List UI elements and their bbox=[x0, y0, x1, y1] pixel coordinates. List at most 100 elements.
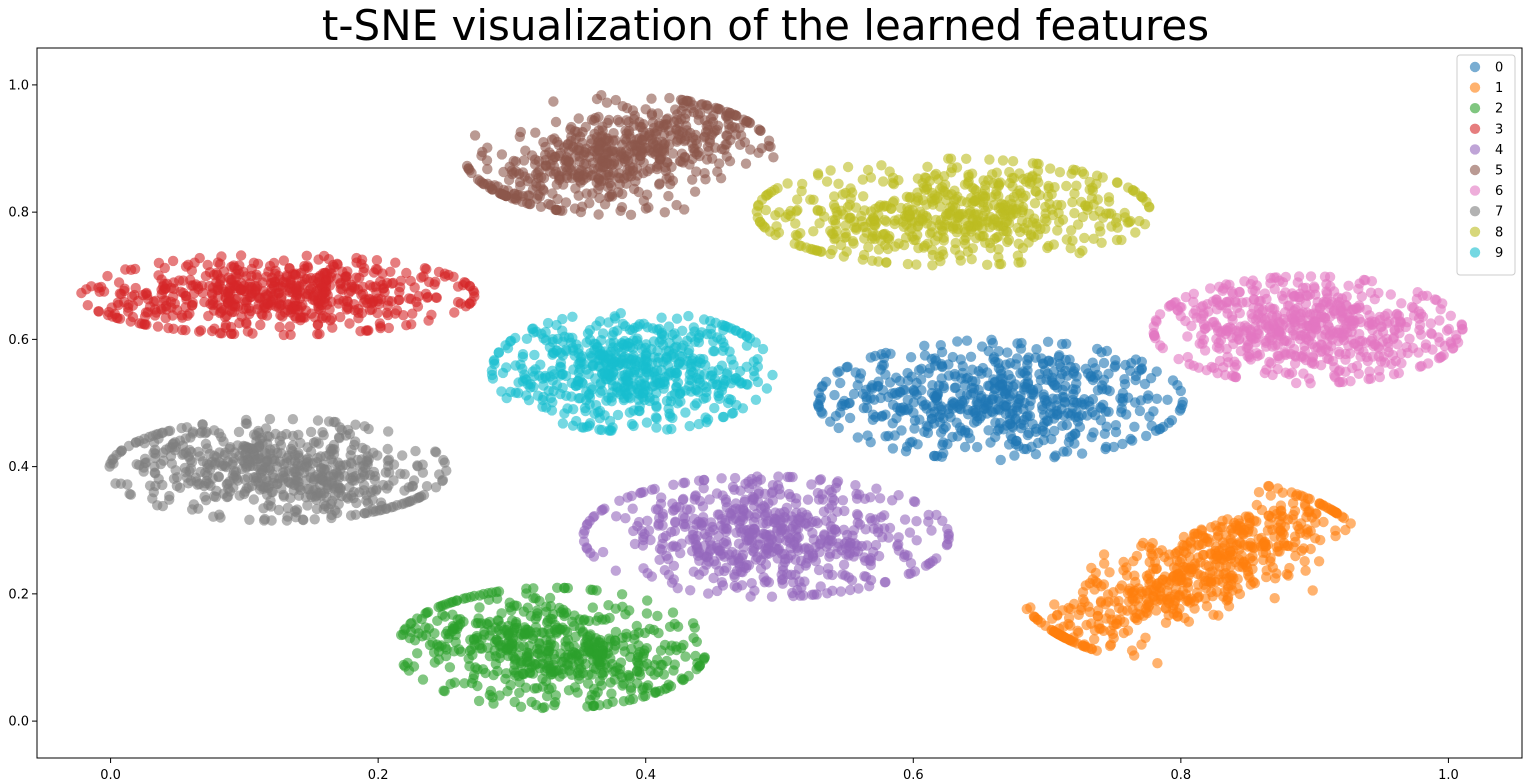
data-point bbox=[1163, 556, 1174, 567]
data-point bbox=[691, 543, 702, 555]
data-point bbox=[625, 682, 637, 693]
data-point bbox=[731, 110, 742, 122]
data-point bbox=[704, 494, 715, 505]
data-point bbox=[1456, 319, 1467, 330]
data-point bbox=[839, 395, 850, 407]
data-point bbox=[1248, 294, 1260, 305]
data-point bbox=[545, 669, 557, 680]
data-point bbox=[865, 352, 876, 363]
data-point bbox=[712, 103, 723, 114]
data-point bbox=[125, 489, 137, 500]
data-point bbox=[383, 426, 394, 437]
data-point bbox=[689, 622, 700, 633]
data-point bbox=[1280, 367, 1291, 378]
data-point bbox=[587, 602, 598, 613]
data-point bbox=[1119, 374, 1130, 385]
data-point bbox=[633, 186, 644, 198]
data-point bbox=[1016, 423, 1027, 434]
data-point bbox=[1232, 573, 1243, 585]
data-point bbox=[911, 516, 922, 527]
data-point bbox=[1188, 596, 1200, 607]
data-point bbox=[1136, 586, 1147, 598]
data-point bbox=[430, 446, 441, 457]
data-point bbox=[264, 413, 276, 425]
data-point bbox=[1152, 658, 1163, 669]
data-point bbox=[1434, 315, 1445, 326]
data-point bbox=[1297, 282, 1309, 294]
data-point bbox=[399, 625, 410, 636]
data-point bbox=[385, 266, 396, 277]
data-point bbox=[912, 439, 923, 450]
data-point bbox=[1148, 406, 1159, 417]
data-point bbox=[911, 535, 922, 546]
data-point bbox=[1425, 318, 1437, 329]
data-point bbox=[1110, 426, 1122, 438]
data-point bbox=[1248, 302, 1259, 314]
data-point bbox=[1183, 616, 1195, 627]
data-point bbox=[293, 481, 304, 492]
data-point bbox=[452, 296, 464, 308]
data-point bbox=[346, 444, 357, 456]
data-point bbox=[258, 503, 269, 514]
series-4 bbox=[578, 471, 954, 602]
data-point bbox=[1375, 321, 1387, 333]
data-point bbox=[167, 291, 179, 302]
data-point bbox=[716, 513, 728, 525]
data-point bbox=[374, 318, 386, 329]
data-point bbox=[485, 685, 497, 697]
data-point bbox=[1121, 409, 1132, 420]
data-point bbox=[1251, 499, 1263, 511]
data-point bbox=[1329, 370, 1340, 381]
data-point bbox=[139, 311, 151, 322]
data-point bbox=[792, 523, 804, 535]
data-point bbox=[1369, 339, 1380, 350]
data-point bbox=[297, 299, 308, 311]
data-point bbox=[802, 512, 814, 523]
data-point bbox=[729, 580, 740, 592]
data-point bbox=[1002, 347, 1013, 358]
data-point bbox=[464, 661, 475, 672]
data-point bbox=[1108, 441, 1120, 453]
data-point bbox=[1048, 413, 1060, 424]
data-point bbox=[308, 475, 320, 487]
data-point bbox=[82, 300, 94, 311]
data-point bbox=[593, 209, 604, 220]
data-point bbox=[1420, 342, 1432, 353]
data-point bbox=[937, 515, 948, 526]
data-point bbox=[1191, 312, 1202, 323]
data-point bbox=[892, 540, 903, 552]
data-point bbox=[894, 386, 905, 397]
data-point bbox=[1111, 614, 1123, 625]
data-point bbox=[899, 514, 911, 525]
data-point bbox=[393, 294, 404, 306]
data-point bbox=[574, 658, 585, 669]
data-point bbox=[1302, 290, 1313, 302]
data-point bbox=[641, 643, 652, 654]
data-point bbox=[820, 376, 832, 387]
data-point bbox=[743, 533, 755, 545]
data-point bbox=[390, 257, 401, 268]
data-point bbox=[669, 659, 680, 670]
data-point bbox=[384, 467, 395, 478]
data-point bbox=[187, 426, 199, 437]
data-point bbox=[626, 643, 637, 655]
data-point bbox=[492, 181, 503, 192]
data-point bbox=[806, 479, 817, 490]
data-point bbox=[1207, 296, 1219, 307]
data-point bbox=[1066, 225, 1077, 236]
data-point bbox=[194, 478, 205, 490]
series-5 bbox=[461, 90, 779, 220]
data-point bbox=[1032, 437, 1044, 449]
data-point bbox=[1117, 393, 1129, 404]
data-point bbox=[938, 423, 949, 435]
data-point bbox=[620, 609, 631, 620]
data-point bbox=[954, 422, 966, 433]
data-point bbox=[1055, 373, 1066, 384]
data-point bbox=[680, 518, 692, 530]
data-point bbox=[230, 269, 242, 280]
data-point bbox=[1069, 428, 1081, 439]
data-point bbox=[256, 473, 267, 484]
data-point bbox=[1079, 232, 1090, 244]
data-point bbox=[1297, 350, 1309, 361]
data-point bbox=[1104, 640, 1116, 652]
